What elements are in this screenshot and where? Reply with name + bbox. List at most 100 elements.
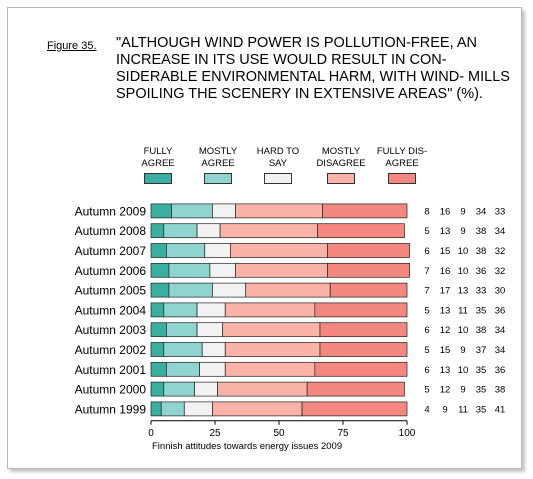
bar-segment [201,342,226,357]
bar-segment [150,401,162,417]
data-label: 32 [495,246,506,257]
bar-segment [327,262,410,278]
data-label: 7 [424,286,429,297]
legend-label: MOSTLY DISAGREE [316,146,366,169]
x-tick-label: 50 [273,428,285,439]
data-label: 34 [476,206,487,217]
bar-segment [166,361,200,377]
data-label: 16 [440,206,451,217]
bar-segment [150,342,165,357]
bar-segment [163,223,198,239]
bar-segment [168,282,213,298]
bar-segment [224,361,316,377]
data-label: 36 [495,305,506,316]
data-label: 34 [495,325,506,336]
bar-segment [166,322,198,338]
category-label: Autumn 1999 [75,402,147,416]
data-label: 13 [458,286,469,297]
bar-segment [183,401,213,417]
bar-segment [199,361,226,377]
data-label: 9 [460,206,465,217]
bar-segment [212,282,247,298]
category-label: Autumn 2001 [75,363,147,377]
legend-item-fully-disagree: FULLY DIS- AGREE [374,142,430,184]
bar-segment [150,381,165,397]
bar-segment [319,342,408,357]
x-tick-label: 100 [399,428,416,439]
data-label: 36 [476,266,487,277]
bar-segment [150,262,170,278]
bar-segment [196,322,224,338]
bar-segment [224,342,321,357]
bar-segment [217,381,308,397]
data-label: 41 [495,404,506,415]
data-label: 15 [440,345,451,356]
data-label: 16 [440,266,451,277]
data-label: 17 [440,286,451,297]
bar-segment [168,262,211,278]
bar-segment [222,322,321,338]
bar-segment [194,381,218,397]
data-label: 11 [458,305,468,316]
legend-label: FULLY DIS- AGREE [376,146,428,169]
bar-segment [150,243,167,258]
bar-segment [327,243,410,258]
data-label: 9 [442,404,447,415]
legend-swatch [264,173,292,184]
data-label: 7 [424,266,429,277]
bar-segment [150,302,165,318]
legend-swatch [327,173,355,184]
figure-label: Figure 35. [47,40,97,52]
legend-label: FULLY AGREE [141,146,175,169]
data-label: 35 [476,305,487,316]
bar-segment [329,282,408,298]
data-label: 37 [476,345,487,356]
data-label: 6 [424,246,429,257]
category-label: Autumn 2003 [75,323,147,337]
figure-title: "ALTHOUGH WIND POWER IS POLLUTION-FREE, … [116,35,510,102]
data-label: 13 [440,365,451,376]
bar-segment [196,302,226,318]
bar-segment [230,243,328,258]
data-label: 5 [424,385,429,396]
data-label: 13 [440,226,451,237]
category-label: Autumn 2009 [75,204,147,218]
data-label: 36 [495,365,506,376]
bar-segment [212,203,236,219]
data-label: 35 [476,404,487,415]
data-label: 5 [424,226,429,237]
bar-segment [235,262,328,278]
category-label: Autumn 2002 [75,343,147,357]
bar-segment [150,282,170,298]
data-label: 8 [424,206,429,217]
data-label: 33 [495,206,506,217]
data-label: 12 [440,325,451,336]
data-label: 10 [458,365,469,376]
x-tick-label: 25 [209,428,221,439]
legend-swatch [388,173,416,184]
bar-segment [196,223,221,239]
data-label: 32 [495,266,506,277]
bar-segment [166,243,206,258]
data-label: 5 [424,345,429,356]
bar-segment [163,381,195,397]
bar-segment [150,203,172,219]
data-label: 35 [476,385,487,396]
category-label: Autumn 2004 [75,303,147,317]
legend-item-mostly-disagree: MOSTLY DISAGREE [313,142,369,184]
data-label: 10 [458,266,469,277]
bar-segment [317,223,405,239]
data-label: 4 [424,404,429,415]
legend-label: MOSTLY AGREE [198,146,238,169]
data-label: 15 [440,246,451,257]
bar-segment [245,282,331,298]
data-label: 9 [460,226,465,237]
bar-segment [171,203,213,219]
bar-segment [160,401,185,417]
legend-item-hard-to-say: HARD TO SAY [250,142,306,184]
legend: FULLY AGREE MOSTLY AGREE HARD TO SAY MOS… [130,142,430,187]
category-label: Autumn 2000 [75,383,147,397]
data-label: 13 [440,305,451,316]
data-label: 34 [495,345,506,356]
